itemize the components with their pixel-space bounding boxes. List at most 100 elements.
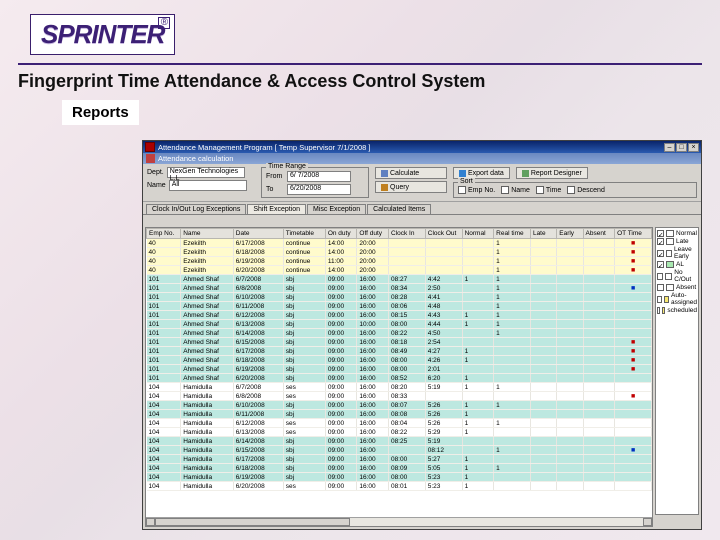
table-row[interactable]: 101Ahmed Shaf6/12/2008sbj09:0016:0008:15… bbox=[147, 311, 652, 320]
flag-icon: ■ bbox=[631, 339, 635, 346]
table-row[interactable]: 101Ahmed Shaf6/14/2008sbj09:0016:0008:22… bbox=[147, 329, 652, 338]
table-row[interactable]: 104Hamidulla6/15/2008sbj09:0016:0008:121… bbox=[147, 446, 652, 455]
column-header[interactable]: Normal bbox=[462, 229, 494, 239]
minimize-button[interactable]: – bbox=[664, 143, 675, 152]
legend-item[interactable]: No C/Out bbox=[657, 269, 697, 283]
report-designer-button[interactable]: Report Designer bbox=[516, 167, 588, 179]
legend-checkbox[interactable] bbox=[657, 307, 660, 314]
column-header[interactable]: Absent bbox=[583, 229, 615, 239]
name-select[interactable]: All bbox=[169, 180, 247, 191]
column-header[interactable]: Emp No. bbox=[147, 229, 181, 239]
scroll-thumb[interactable] bbox=[155, 518, 350, 526]
table-row[interactable]: 40Ezekilth6/18/2008continue14:0020:001■ bbox=[147, 248, 652, 257]
table-row[interactable]: 104Hamidulla6/11/2008sbj09:0016:0008:085… bbox=[147, 410, 652, 419]
column-header[interactable]: OT Time bbox=[615, 229, 652, 239]
sort-option[interactable]: Emp No. bbox=[458, 186, 495, 194]
legend-checkbox[interactable] bbox=[657, 273, 663, 280]
column-header[interactable]: Real time bbox=[494, 229, 531, 239]
table-row[interactable]: 104Hamidulla6/19/2008sbj09:0016:0008:005… bbox=[147, 473, 652, 482]
sort-option[interactable]: Name bbox=[501, 186, 530, 194]
table-row[interactable]: 104Hamidulla6/12/2008ses09:0016:0008:045… bbox=[147, 419, 652, 428]
sort-option[interactable]: Descend bbox=[567, 186, 605, 194]
tab[interactable]: Shift Exception bbox=[247, 204, 306, 214]
legend-checkbox[interactable] bbox=[657, 284, 664, 291]
tab[interactable]: Calculated Items bbox=[367, 204, 431, 214]
dept-select[interactable]: NexGen Technologies L.L bbox=[167, 167, 245, 178]
table-row[interactable]: 104Hamidulla6/20/2008ses09:0016:0008:015… bbox=[147, 482, 652, 491]
flag-icon: ■ bbox=[631, 258, 635, 265]
data-grid[interactable]: Emp No.NameDateTimetableOn dutyOff dutyC… bbox=[146, 228, 652, 491]
column-header[interactable]: Clock In bbox=[388, 229, 425, 239]
table-row[interactable]: 40Ezekilth6/17/2008continue14:0020:001■ bbox=[147, 239, 652, 248]
scroll-track[interactable] bbox=[155, 518, 643, 526]
legend-checkbox[interactable]: ✓ bbox=[657, 238, 664, 245]
legend-item[interactable]: ✓Leave Early bbox=[657, 246, 697, 260]
legend-item[interactable]: scheduled bbox=[657, 307, 697, 314]
export-icon bbox=[459, 170, 466, 177]
table-row[interactable]: 101Ahmed Shaf6/18/2008sbj09:0016:0008:00… bbox=[147, 356, 652, 365]
scroll-right-button[interactable] bbox=[643, 518, 652, 526]
column-header[interactable]: Late bbox=[530, 229, 556, 239]
report-icon bbox=[522, 170, 529, 177]
table-row[interactable]: 104Hamidulla6/18/2008sbj09:0016:0008:095… bbox=[147, 464, 652, 473]
subwindow-title: Attendance calculation bbox=[158, 154, 233, 163]
table-row[interactable]: 101Ahmed Shaf6/10/2008sbj09:0016:0008:28… bbox=[147, 293, 652, 302]
column-header[interactable]: Timetable bbox=[283, 229, 325, 239]
time-range-legend: Time Range bbox=[266, 163, 308, 170]
table-row[interactable]: 104Hamidulla6/13/2008ses09:0016:0008:225… bbox=[147, 428, 652, 437]
table-row[interactable]: 104Hamidulla6/14/2008sbj09:0016:0008:255… bbox=[147, 437, 652, 446]
table-row[interactable]: 101Ahmed Shaf6/20/2008sbj09:0016:0008:52… bbox=[147, 374, 652, 383]
legend-checkbox[interactable]: ✓ bbox=[657, 230, 664, 237]
flag-icon: ■ bbox=[631, 393, 635, 400]
table-row[interactable]: 104Hamidulla6/7/2008ses09:0016:0008:205:… bbox=[147, 383, 652, 392]
table-row[interactable]: 104Hamidulla6/8/2008ses09:0016:0008:33■ bbox=[147, 392, 652, 401]
column-header[interactable]: Date bbox=[233, 229, 283, 239]
legend-checkbox[interactable]: ✓ bbox=[657, 261, 664, 268]
sort-option[interactable]: Time bbox=[536, 186, 561, 194]
checkbox-icon bbox=[458, 186, 466, 194]
table-row[interactable]: 40Ezekilth6/20/2008continue14:0020:001■ bbox=[147, 266, 652, 275]
table-row[interactable]: 101Ahmed Shaf6/11/2008sbj09:0016:0008:06… bbox=[147, 302, 652, 311]
table-row[interactable]: 104Hamidulla6/17/2008sbj09:0016:0008:005… bbox=[147, 455, 652, 464]
scroll-left-button[interactable] bbox=[146, 518, 155, 526]
table-row[interactable]: 101Ahmed Shaf6/19/2008sbj09:0016:0008:00… bbox=[147, 365, 652, 374]
horizontal-scrollbar[interactable] bbox=[146, 517, 652, 526]
table-row[interactable]: 40Ezekilth6/19/2008continue11:0020:001■ bbox=[147, 257, 652, 266]
legend-checkbox[interactable]: ✓ bbox=[657, 250, 664, 257]
table-row[interactable]: 101Ahmed Shaf6/15/2008sbj09:0016:0008:18… bbox=[147, 338, 652, 347]
table-row[interactable]: 101Ahmed Shaf6/13/2008sbj09:0010:0008:00… bbox=[147, 320, 652, 329]
to-date-input[interactable]: 6/20/2008 bbox=[287, 184, 351, 195]
window-titlebar[interactable]: Attendance Management Program [ Temp Sup… bbox=[143, 141, 701, 153]
column-header[interactable]: Early bbox=[557, 229, 583, 239]
table-row[interactable]: 101Ahmed Shaf6/7/2008sbj09:0016:0008:274… bbox=[147, 275, 652, 284]
legend-item[interactable]: ✓Normal bbox=[657, 230, 697, 237]
column-header[interactable]: Clock Out bbox=[425, 229, 462, 239]
legend-swatch bbox=[662, 307, 665, 314]
subwindow-titlebar[interactable]: Attendance calculation bbox=[143, 153, 701, 164]
maximize-button[interactable]: □ bbox=[676, 143, 687, 152]
legend-item[interactable]: ✓AL bbox=[657, 261, 697, 268]
legend-checkbox[interactable] bbox=[657, 296, 662, 303]
table-row[interactable]: 104Hamidulla6/10/2008sbj09:0016:0008:075… bbox=[147, 401, 652, 410]
column-header[interactable]: Off duty bbox=[357, 229, 389, 239]
column-header[interactable]: Name bbox=[181, 229, 234, 239]
flag-icon: ■ bbox=[631, 348, 635, 355]
column-header[interactable]: On duty bbox=[325, 229, 357, 239]
table-row[interactable]: 101Ahmed Shaf6/17/2008sbj09:0016:0008:49… bbox=[147, 347, 652, 356]
query-button[interactable]: Query bbox=[375, 181, 447, 193]
legend-item[interactable]: Auto-assigned bbox=[657, 292, 697, 306]
from-date-input[interactable]: 6/ 7/2008 bbox=[287, 171, 351, 182]
legend-item[interactable]: Absent bbox=[657, 284, 697, 291]
table-row[interactable]: 101Ahmed Shaf6/8/2008sbj09:0016:0008:342… bbox=[147, 284, 652, 293]
subwindow-icon bbox=[146, 154, 155, 163]
flag-icon: ■ bbox=[631, 267, 635, 274]
close-button[interactable]: × bbox=[688, 143, 699, 152]
legend-item[interactable]: ✓Late bbox=[657, 238, 697, 245]
tab[interactable]: Clock In/Out Log Exceptions bbox=[146, 204, 246, 214]
tab[interactable]: Misc Exception bbox=[307, 204, 366, 214]
dept-label: Dept. bbox=[147, 169, 164, 176]
app-icon bbox=[145, 142, 155, 152]
legend-pane: ✓Normal✓Late✓Leave Early✓ALNo C/OutAbsen… bbox=[655, 227, 699, 515]
legend-swatch bbox=[666, 284, 674, 291]
calculate-button[interactable]: Calculate bbox=[375, 167, 447, 179]
